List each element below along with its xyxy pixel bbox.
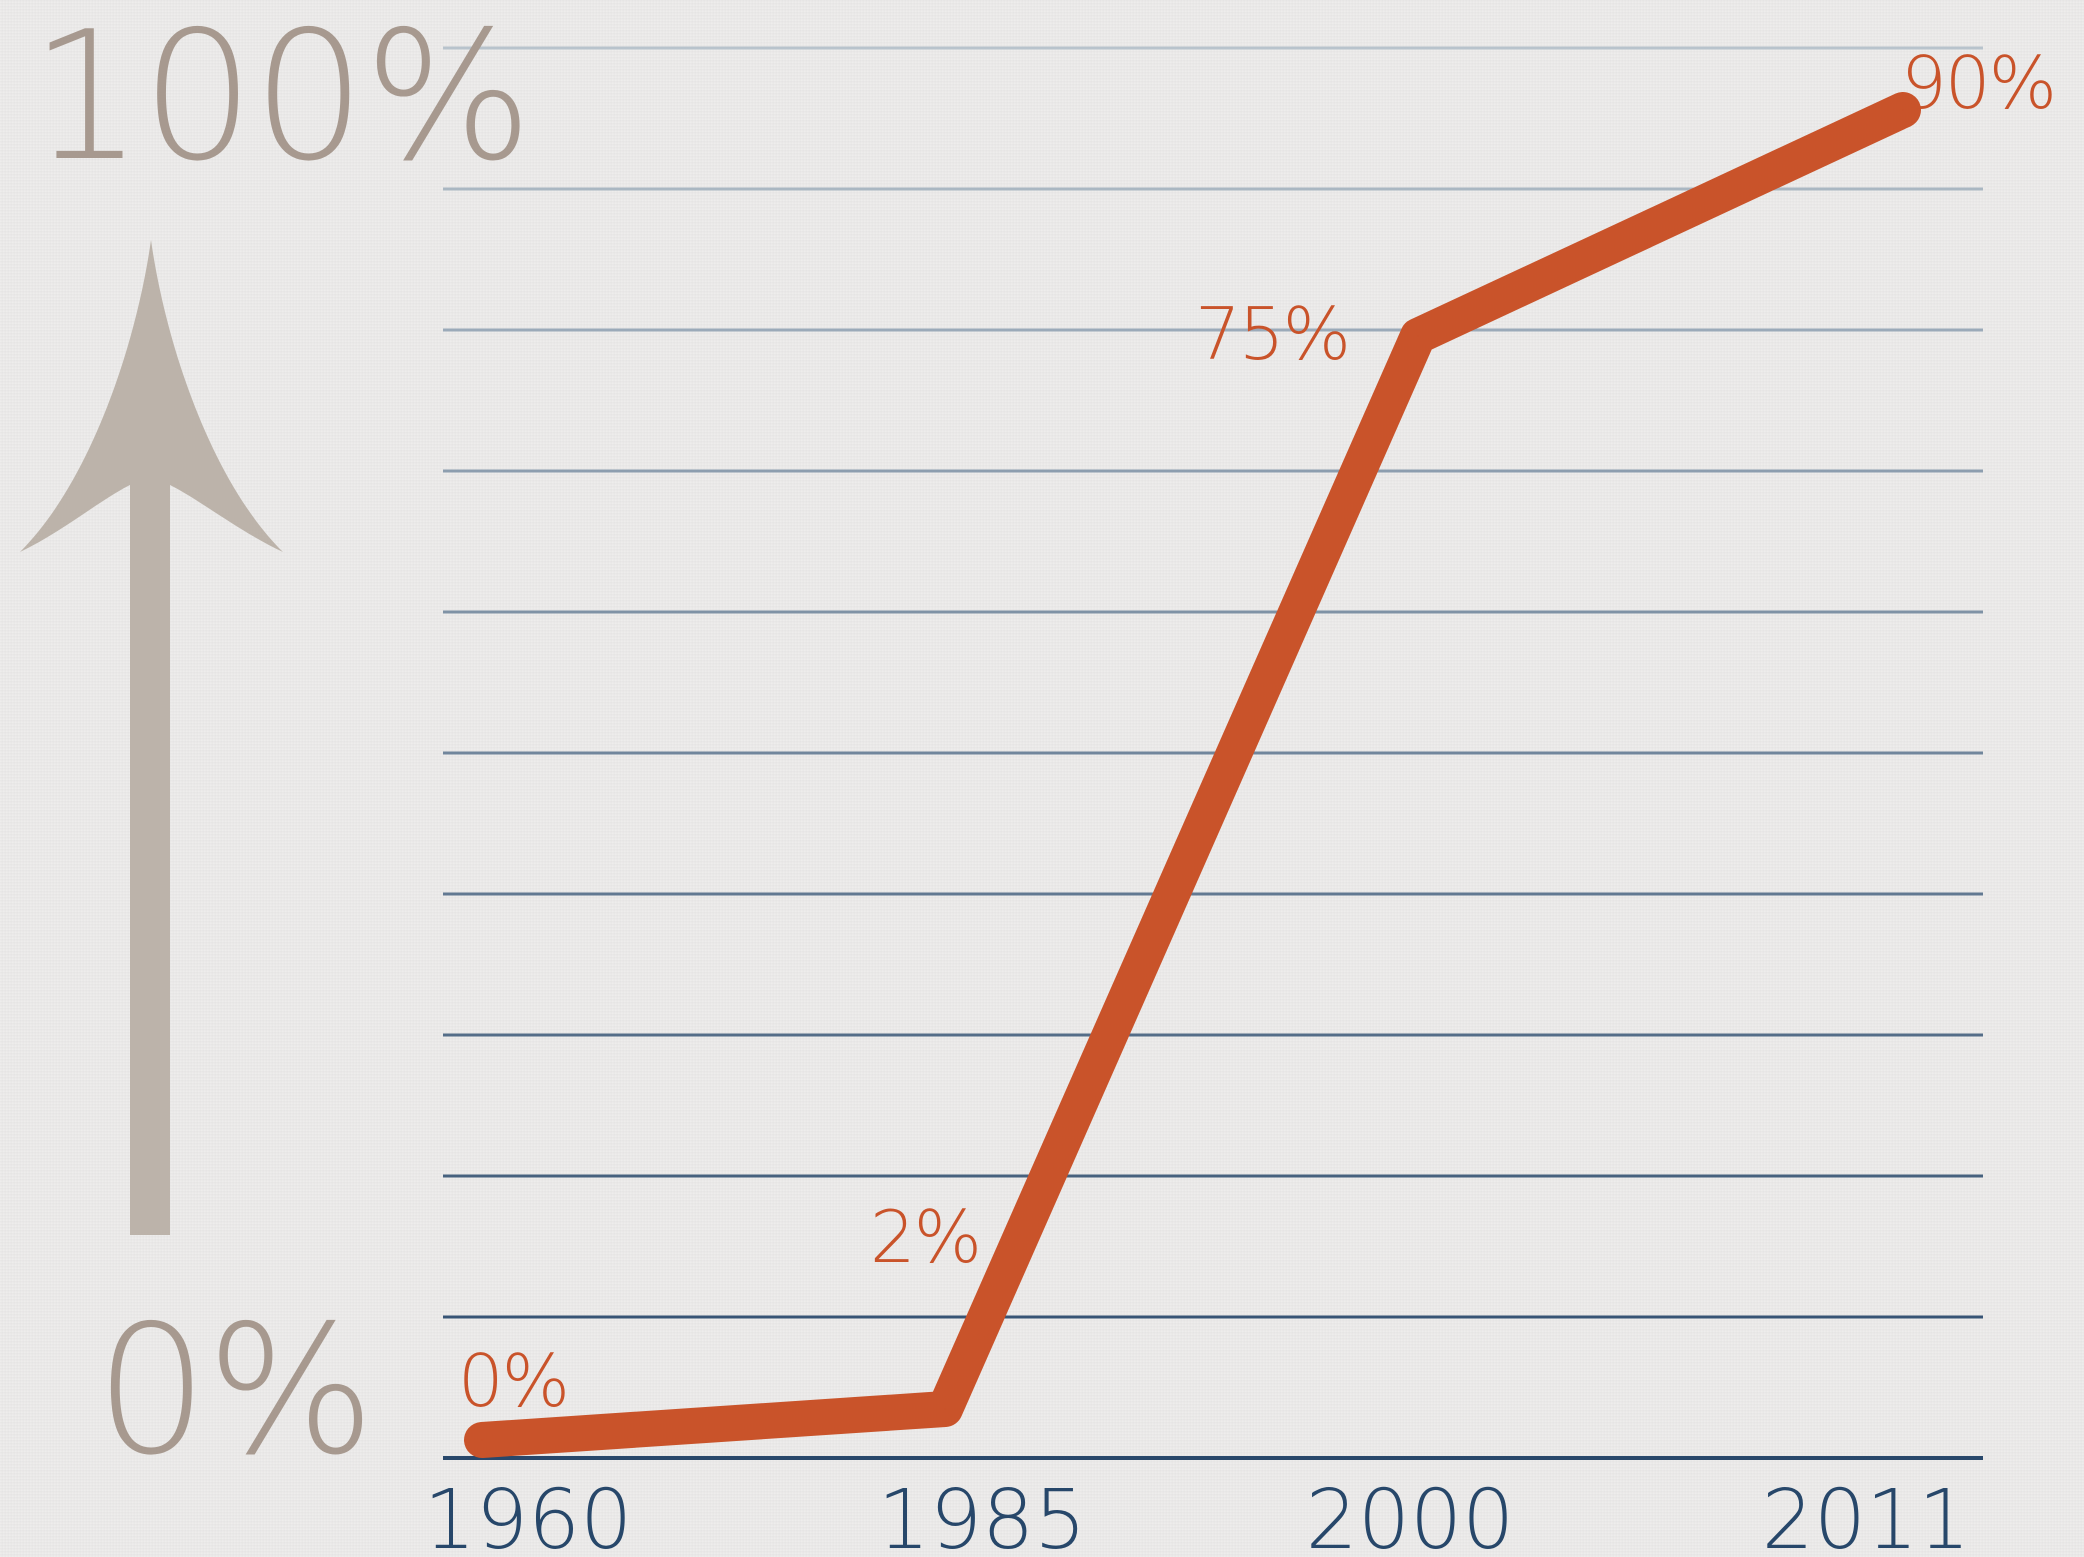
data-labels: 0% 2% 75% 90% bbox=[458, 41, 2057, 1423]
series-line-group bbox=[464, 92, 1921, 1458]
data-point bbox=[481, 1439, 483, 1441]
x-tick-label: 2011 bbox=[1762, 1473, 1971, 1557]
y-axis-min-label: 0% bbox=[95, 1287, 373, 1494]
up-arrow-icon bbox=[20, 240, 283, 1235]
y-axis-arrow-group bbox=[20, 240, 283, 1235]
data-point bbox=[1417, 335, 1419, 337]
data-label: 90% bbox=[1901, 41, 2055, 125]
series-line bbox=[464, 92, 1921, 1458]
x-tick-label: 1960 bbox=[424, 1473, 633, 1557]
data-label: 2% bbox=[870, 1195, 980, 1279]
x-axis-ticks: 1960 1985 2000 2011 bbox=[424, 1473, 1971, 1557]
y-axis-max-label: 100% bbox=[30, 0, 531, 200]
data-label: 0% bbox=[458, 1339, 568, 1423]
data-point bbox=[944, 1408, 946, 1410]
x-tick-label: 2000 bbox=[1306, 1473, 1515, 1557]
data-point bbox=[1902, 109, 1904, 111]
data-label: 75% bbox=[1195, 292, 1349, 376]
chart-grid bbox=[441, 46, 1985, 1460]
x-tick-label: 1985 bbox=[878, 1473, 1087, 1557]
